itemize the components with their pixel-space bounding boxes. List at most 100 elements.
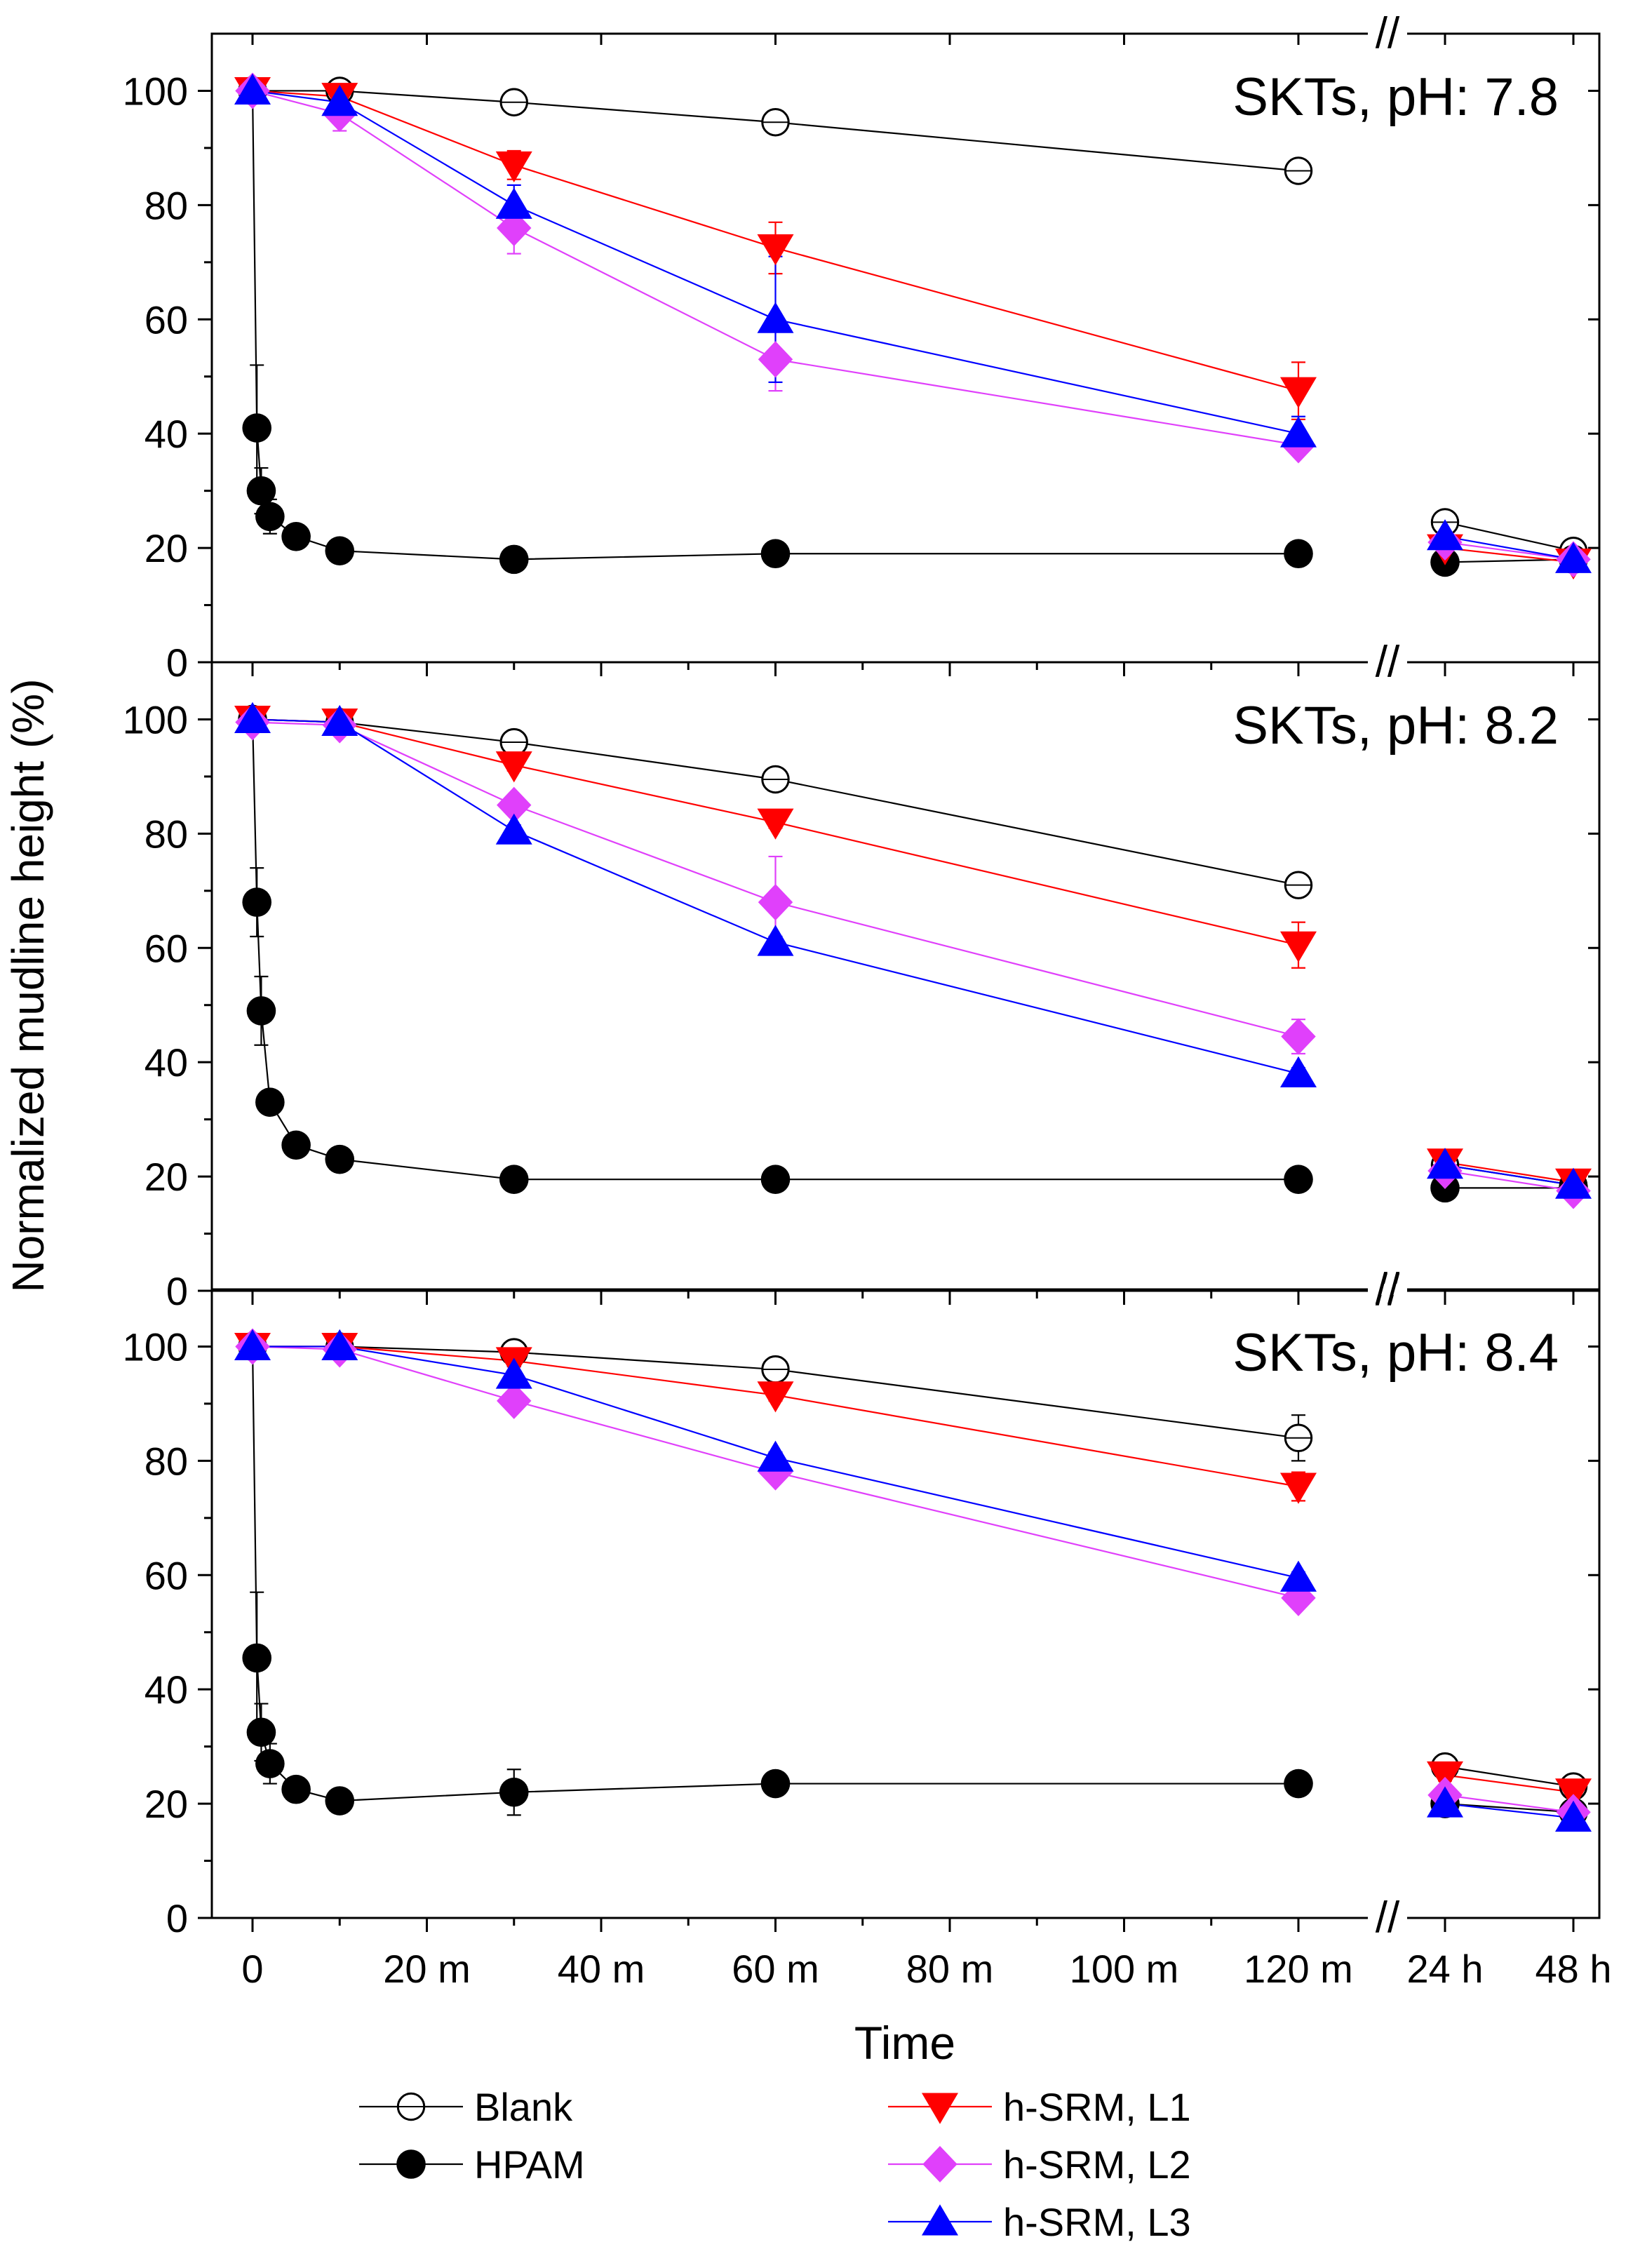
y-tick-label: 80: [145, 1439, 188, 1483]
data-point-hpam: [760, 539, 791, 569]
data-point-l2: [497, 786, 532, 824]
data-point-l3: [234, 73, 271, 105]
series-l2: [252, 1346, 1580, 1819]
series-line-hpam: [251, 1346, 1298, 1802]
data-point-hpam: [246, 996, 276, 1026]
panel-frame: [210, 661, 1601, 1292]
series-blank: [253, 1346, 1580, 1793]
markers-hpam: [238, 704, 1588, 1203]
x-tick-label: 60 m: [732, 1947, 819, 1991]
axis-break: //: [1376, 1265, 1400, 1313]
legend-label: Blank: [474, 2085, 573, 2129]
axis-break-gap: [1368, 657, 1407, 668]
y-tick-label: 20: [145, 1155, 188, 1199]
data-point-l1: [495, 751, 532, 783]
legend-item-l2: h-SRM, L2: [888, 2142, 1191, 2187]
legend-marker-l2: [922, 2146, 957, 2182]
series-hpam: [250, 1346, 1574, 1816]
data-point-l3: [495, 813, 532, 845]
panel-3: 0 20 40 60 80 100 0 20 m 40 m 60 m 80 m 100 m 120 m 2…: [123, 1265, 1612, 1991]
data-point-l3: [1555, 1800, 1592, 1832]
data-point-l3: [495, 187, 532, 219]
data-point-l3: [495, 1357, 532, 1389]
series-blank: [253, 90, 1580, 558]
y-tick-label: 40: [145, 412, 188, 456]
data-point-hpam: [760, 1165, 791, 1194]
y-tick-label: 100: [123, 1324, 188, 1369]
x-tick-label: 120 m: [1244, 1947, 1353, 1991]
data-point-l2: [1281, 1018, 1316, 1055]
axis-break: //: [1376, 9, 1400, 58]
data-point-hpam: [281, 522, 311, 551]
data-point-hpam: [242, 887, 272, 917]
data-point-l2: [497, 1382, 532, 1419]
data-point-l3: [234, 702, 271, 733]
markers-blank: [238, 76, 1588, 565]
y-tick-label: 40: [145, 1668, 188, 1712]
data-point-l3: [1280, 1560, 1317, 1592]
legend-marker-hpam: [396, 2149, 426, 2179]
panel-title: SKTs, pH: 8.2: [1232, 696, 1559, 756]
series-line-late-l3: [1444, 1802, 1574, 1819]
series-l3: [252, 718, 1580, 1192]
data-point-l3: [757, 925, 794, 956]
data-point-hpam: [255, 502, 285, 532]
series-l3: [252, 90, 1580, 566]
data-point-l3: [321, 85, 358, 116]
axis-break: //: [1376, 1893, 1400, 1942]
data-point-l3: [234, 1329, 271, 1360]
data-point-l3: [757, 1440, 794, 1472]
y-tick-label: 0: [166, 1896, 188, 1940]
y-tick-label: 0: [166, 1269, 188, 1313]
data-point-hpam: [499, 544, 529, 575]
data-point-hpam: [281, 1130, 311, 1160]
data-point-hpam: [325, 536, 355, 565]
legend-label: h-SRM, L3: [1003, 2200, 1191, 2244]
data-point-hpam: [1284, 539, 1313, 569]
markers-l3: [234, 1329, 1592, 1832]
data-point-l1: [1280, 931, 1317, 962]
x-axis-label: Time: [854, 2017, 955, 2069]
series-blank: [252, 718, 1580, 1192]
data-point-l1: [757, 1381, 794, 1413]
series-line-late-blank: [1444, 1766, 1574, 1787]
data-point-hpam: [760, 1769, 791, 1799]
y-axis-label: Normalized mudline height (%): [3, 678, 53, 1292]
series-line-late-l1: [1444, 1774, 1574, 1793]
y-tick-label: 20: [145, 526, 188, 570]
data-point-l1: [495, 151, 532, 183]
y-tick-label: 80: [145, 812, 188, 856]
legend-item-l3: h-SRM, L3: [888, 2200, 1191, 2244]
axis-break-gap: [1368, 28, 1407, 39]
axis-break-gap: [1368, 1284, 1407, 1295]
data-point-hpam: [499, 1165, 529, 1194]
panel-1: 0 20 40 60 80 100 // // SKTs, pH: 7.8: [123, 9, 1601, 686]
data-point-hpam: [255, 1749, 285, 1778]
data-point-hpam: [499, 1778, 529, 1807]
legend-label: h-SRM, L1: [1003, 2085, 1191, 2129]
data-point-hpam: [255, 1087, 285, 1117]
series-line-late-l3: [1444, 535, 1574, 561]
x-tick-label: 24 h: [1407, 1947, 1484, 1991]
legend-marker-l3: [922, 2204, 958, 2236]
legend-item-blank: Blank: [359, 2085, 573, 2129]
data-point-l2: [497, 209, 532, 246]
y-tick-label: 100: [123, 69, 188, 113]
markers-l3: [234, 702, 1592, 1199]
markers-l2: [235, 72, 1591, 578]
legend: Blank HPAM h-SRM, L1 h-SRM, L2 h-SRM, L3: [359, 2085, 1191, 2244]
series-line-late-l1: [1444, 1161, 1574, 1183]
series-l2: [252, 90, 1580, 566]
x-tick-label: 80 m: [906, 1947, 994, 1991]
panel-frame: [210, 1288, 1601, 1919]
series-l2: [252, 718, 1580, 1197]
y-tick-label: 100: [123, 697, 188, 742]
data-point-hpam: [246, 1717, 276, 1747]
axis-break-gap: [1368, 1912, 1407, 1924]
data-point-hpam: [1284, 1165, 1313, 1194]
data-point-l3: [1427, 519, 1463, 551]
series-l1: [252, 718, 1580, 1189]
panel-title: SKTs, pH: 8.4: [1232, 1323, 1559, 1383]
